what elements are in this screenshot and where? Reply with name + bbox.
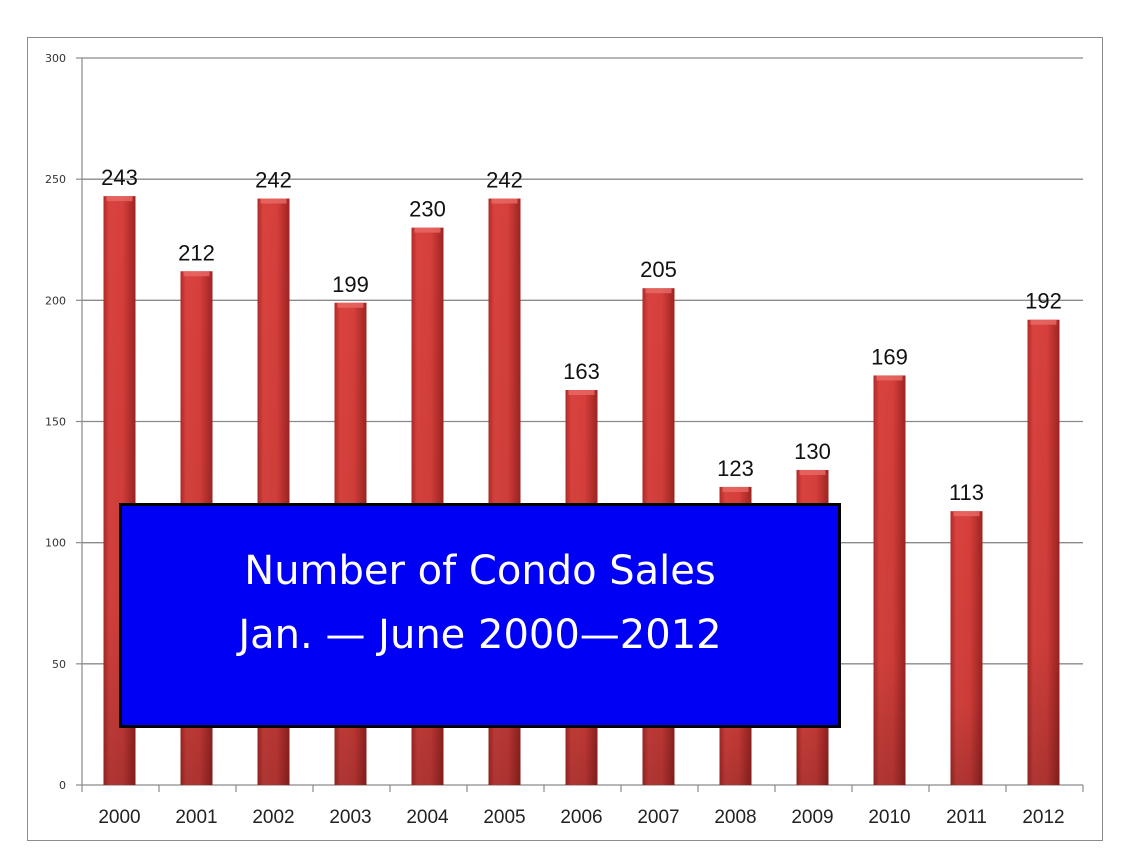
- y-tick-label: 300: [45, 52, 66, 65]
- data-label: 163: [563, 359, 600, 384]
- data-labels: 243 212 242 199 230 242 163 205 123 130 169 113 192: [101, 165, 1062, 505]
- data-label: 169: [871, 344, 908, 369]
- x-tick-label: 2006: [560, 807, 602, 828]
- bar-2012: [1027, 319, 1060, 785]
- axes: 0 50 100 150 200 250 300 2000 2001 2002 2003 2004 20…: [45, 52, 1084, 828]
- x-tick-label: 2002: [252, 807, 294, 828]
- x-tick-label: 2000: [98, 807, 140, 828]
- y-tick-label: 100: [45, 537, 66, 550]
- bar-2010: [873, 375, 906, 785]
- y-tick-label: 50: [52, 658, 66, 671]
- x-tick-label: 2003: [329, 807, 371, 828]
- data-label: 205: [640, 257, 677, 282]
- x-tick-label: 2001: [175, 807, 217, 828]
- x-tick-label: 2010: [868, 807, 910, 828]
- y-tick-label: 250: [45, 173, 66, 186]
- data-label: 130: [794, 439, 831, 464]
- x-tick-label: 2008: [714, 807, 756, 828]
- data-label: 192: [1025, 289, 1062, 314]
- bar-2011: [950, 511, 983, 785]
- chart-title-box: Number of Condo Sales Jan. — June 2000—2…: [119, 503, 841, 728]
- data-label: 242: [486, 168, 523, 193]
- x-tick-label: 2011: [946, 807, 987, 828]
- data-label: 123: [717, 456, 754, 481]
- data-label: 199: [332, 272, 369, 297]
- data-label: 242: [255, 168, 292, 193]
- x-tick-label: 2007: [637, 807, 679, 828]
- data-label: 113: [949, 480, 984, 505]
- chart-subtitle: Jan. — June 2000—2012: [238, 611, 722, 658]
- chart-title: Number of Condo Sales: [244, 547, 716, 594]
- y-tick-label: 150: [45, 416, 66, 429]
- x-tick-label: 2009: [791, 807, 833, 828]
- x-tick-label: 2005: [483, 807, 525, 828]
- y-tick-label: 0: [59, 779, 66, 792]
- data-label: 243: [101, 165, 138, 190]
- x-tick-label: 2004: [406, 807, 449, 828]
- data-label: 230: [409, 197, 446, 222]
- data-label: 212: [178, 240, 215, 265]
- y-tick-label: 200: [45, 294, 66, 307]
- x-tick-label: 2012: [1022, 807, 1064, 828]
